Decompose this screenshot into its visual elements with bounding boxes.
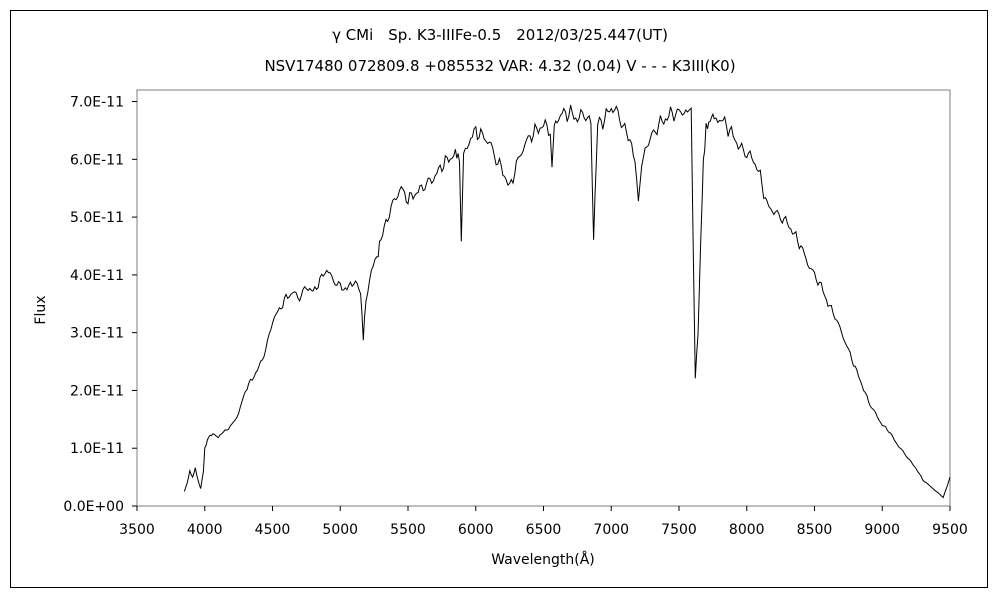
x-tick-label: 5000: [322, 522, 358, 538]
x-tick-label: 8000: [729, 522, 765, 538]
y-tick-label: 6.0E-11: [70, 152, 124, 168]
x-tick-label: 7000: [593, 522, 629, 538]
y-tick-label: 2.0E-11: [70, 383, 124, 399]
chart-subtitle: NSV17480 072809.8 +085532 VAR: 4.32 (0.0…: [264, 57, 735, 75]
y-tick-label: 5.0E-11: [70, 210, 124, 226]
plot-area: [136, 89, 951, 507]
chart-frame: [10, 10, 988, 588]
x-tick-label: 5500: [390, 522, 426, 538]
y-axis-label: Flux: [33, 295, 49, 324]
x-tick-label: 8500: [797, 522, 833, 538]
y-tick-label: 7.0E-11: [70, 95, 124, 111]
y-tick-label: 4.0E-11: [70, 268, 124, 284]
y-tick-label: 0.0E+00: [63, 499, 124, 515]
y-axis: 0.0E+00 1.0E-11 2.0E-11 3.0E-11 4.0E-11 5.0E-…: [63, 95, 137, 515]
x-axis: 3500 4000 4500 5000 5500 6000 6500 7000 7500 8000…: [119, 506, 968, 538]
x-tick-label: 3500: [119, 522, 155, 538]
x-tick-label: 9500: [932, 522, 968, 538]
chart-title: γ CMi Sp. K3-IIIFe-0.5 2012/03/25.447(UT…: [332, 26, 668, 44]
x-tick-label: 4500: [255, 522, 291, 538]
x-tick-label: 7500: [661, 522, 697, 538]
x-tick-label: 9000: [864, 522, 900, 538]
y-tick-label: 1.0E-11: [70, 441, 124, 457]
x-axis-label: Wavelength(Å): [491, 551, 595, 568]
x-tick-label: 4000: [187, 522, 223, 538]
y-tick-label: 3.0E-11: [70, 326, 124, 342]
x-tick-label: 6000: [458, 522, 494, 538]
series-line-spectrum: [183, 104, 951, 499]
x-tick-label: 6500: [526, 522, 562, 538]
